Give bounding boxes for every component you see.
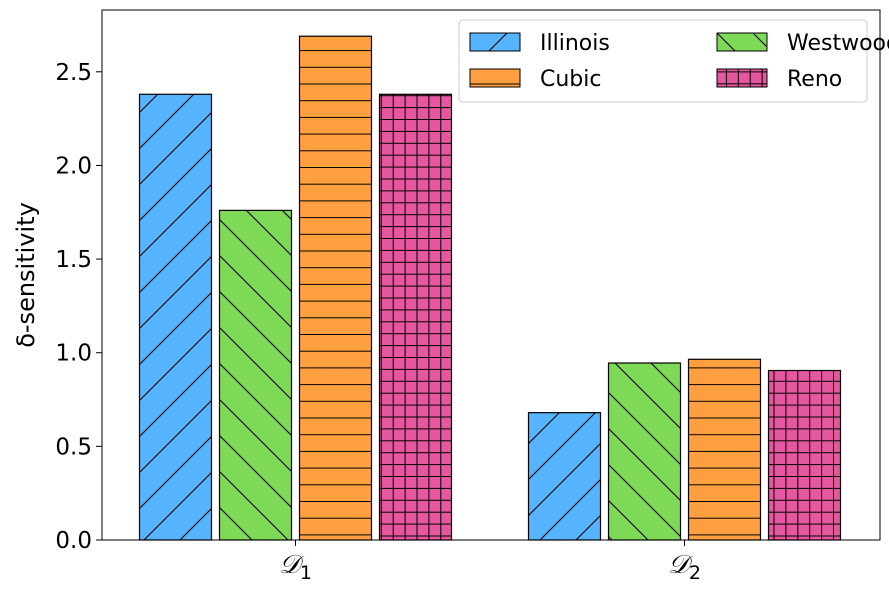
axes [101, 9, 881, 541]
y-tick-label: 0.5 [55, 434, 92, 460]
x-tick-label: 𝒟2 [668, 550, 701, 584]
legend-swatch [469, 32, 521, 52]
legend-swatch [716, 68, 768, 88]
legend-label: Westwood [787, 31, 889, 56]
legend-item-westwood: Westwood [716, 31, 889, 56]
plot-frame [101, 9, 881, 541]
legend-label: Illinois [540, 31, 610, 56]
y-tick-label: 2.5 [55, 60, 92, 86]
y-tick-label: 2.0 [55, 153, 92, 179]
legend-label: Cubic [540, 67, 601, 92]
legend-swatch [469, 68, 521, 88]
legend-label: Reno [787, 67, 842, 92]
bar-cubic-d2 [687, 358, 762, 541]
bar-reno-d1 [378, 93, 453, 541]
y-tick-label: 1.0 [55, 341, 92, 367]
legend-item-cubic: Cubic [469, 67, 601, 92]
bar-cubic-d1 [298, 35, 373, 541]
bar-illinois-d1 [138, 93, 213, 541]
bar-westwood-d2 [607, 362, 682, 541]
y-tick-label: 0.0 [55, 528, 92, 554]
bars-layer [138, 35, 842, 541]
bar-illinois-d2 [527, 412, 602, 541]
bar-reno-d2 [767, 369, 842, 541]
x-axis-ticks: 𝒟1 𝒟2 [279, 540, 701, 584]
legend: Illinois Westwood Cubic Reno [458, 19, 889, 103]
legend-item-reno: Reno [716, 67, 842, 92]
bar-westwood-d1 [218, 209, 293, 541]
y-axis-ticks: 0.0 0.5 1.0 1.5 2.0 2.5 [55, 60, 102, 554]
y-axis-label: δ-sensitivity [12, 202, 40, 348]
x-tick-label: 𝒟1 [279, 550, 312, 584]
legend-swatch [716, 32, 768, 52]
legend-item-illinois: Illinois [469, 31, 610, 56]
y-tick-label: 1.5 [55, 247, 92, 273]
